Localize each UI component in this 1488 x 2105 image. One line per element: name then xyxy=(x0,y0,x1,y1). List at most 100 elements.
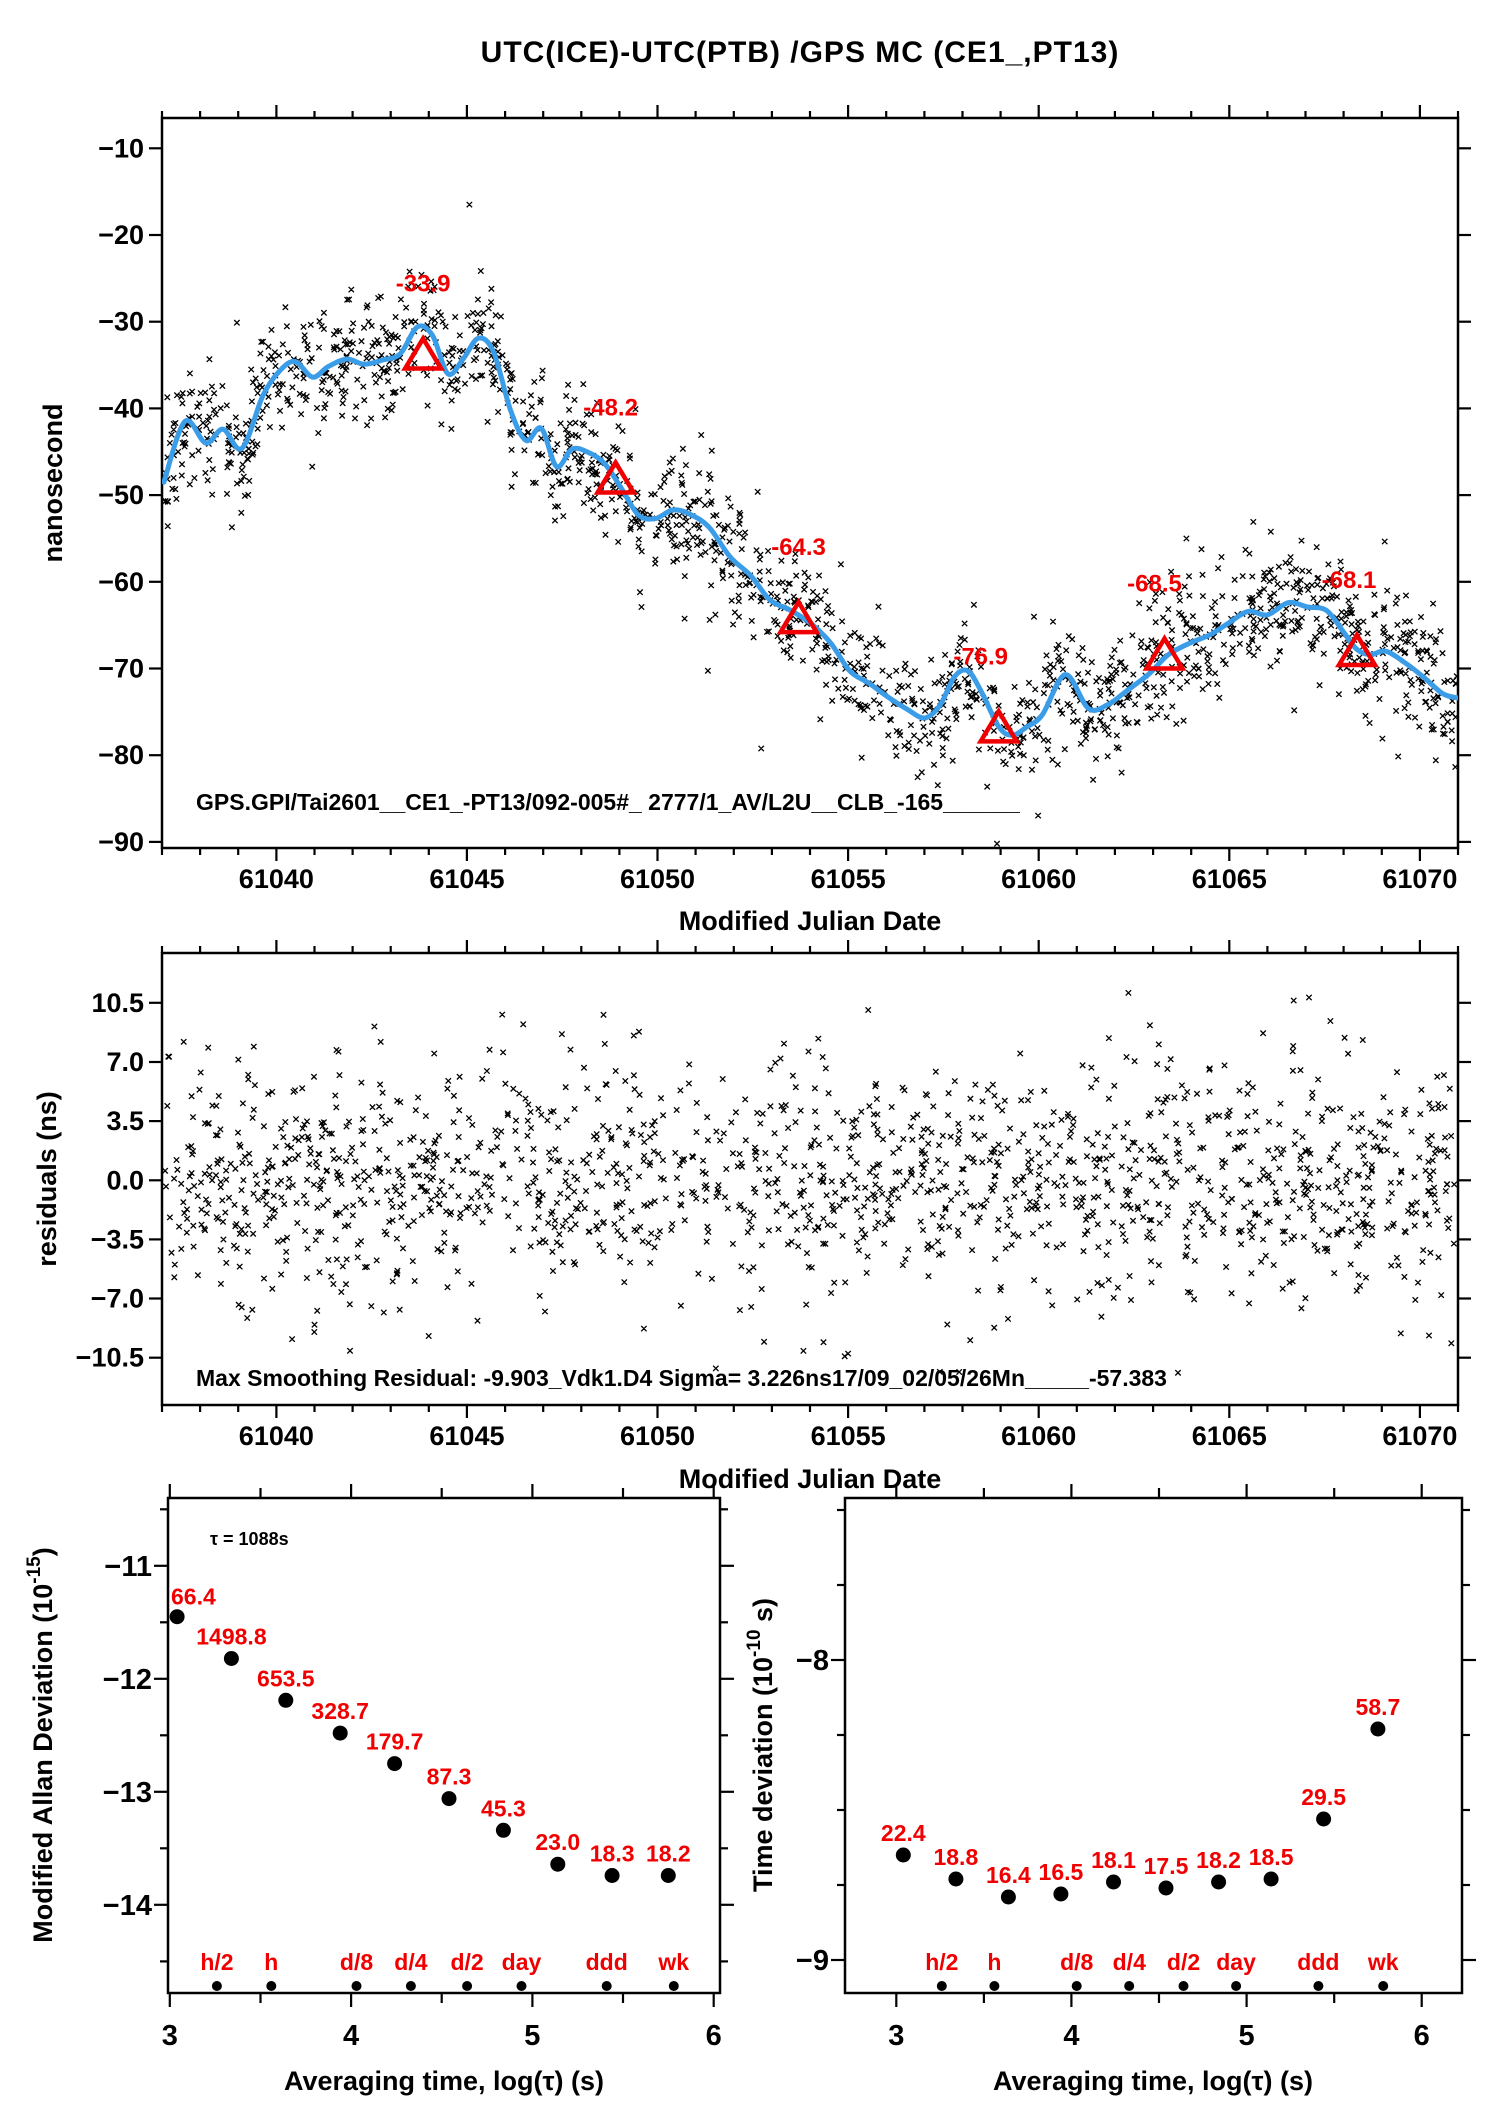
calibration-value-label: -64.3 xyxy=(771,534,826,561)
point-value-label: 45.3 xyxy=(481,1795,526,1821)
tau-unit-label: day xyxy=(502,1949,542,1975)
x-tick-label: 61050 xyxy=(620,864,695,894)
y-tick-label: −50 xyxy=(98,480,144,510)
tau-unit-label: wk xyxy=(1367,1949,1399,1975)
point-value-label: 16.4 xyxy=(986,1862,1031,1888)
tau-unit-label: d/4 xyxy=(394,1949,427,1975)
point-value-label: 328.7 xyxy=(311,1698,369,1724)
data-point xyxy=(332,1725,348,1741)
top-y-axis-title: nanosecond xyxy=(38,403,68,562)
y-tick-label: −11 xyxy=(104,1551,152,1583)
top-annotation: GPS.GPI/Tai2601__CE1_-PT13/092-005#_ 277… xyxy=(196,789,1020,815)
panel-residuals: 61040 61045 61050 61055 61060 61065 61070 10.5 7… xyxy=(32,940,1471,1494)
tau-marker-dot xyxy=(1313,1981,1324,1991)
residuals-y-axis-title: residuals (ns) xyxy=(32,1091,62,1267)
tau-marker-dot xyxy=(936,1981,947,1991)
axis-frame xyxy=(843,1496,1464,1995)
y-tick-label: 10.5 xyxy=(91,988,144,1018)
x-tick-label: 6 xyxy=(706,2020,722,2052)
x-tick-label: 61040 xyxy=(239,1421,314,1451)
tau-unit-label: day xyxy=(1216,1949,1256,1975)
tau-unit-label: d/2 xyxy=(450,1949,483,1975)
x-tick-label: 61060 xyxy=(1001,864,1076,894)
x-tick-label: 4 xyxy=(343,2020,359,2052)
calibration-triangle xyxy=(776,597,821,635)
calibration-triangle xyxy=(1142,634,1187,671)
tau-marker-dot xyxy=(516,1981,527,1991)
calibration-value-label: -68.5 xyxy=(1127,571,1182,598)
point-value-label: 1498.8 xyxy=(196,1623,267,1649)
point-value-label: 18.8 xyxy=(933,1844,978,1870)
tau-marker-dot xyxy=(989,1981,1000,1991)
point-value-label: 18.2 xyxy=(646,1840,691,1866)
calibration-value-label: -33.9 xyxy=(396,271,451,298)
point-value-label: 66.4 xyxy=(171,1584,216,1610)
point-value-label: 653.5 xyxy=(257,1665,315,1691)
tdev-x-axis-title: Averaging time, log(τ) (s) xyxy=(993,2066,1313,2096)
y-tick-label: −9 xyxy=(796,1945,829,1977)
data-point xyxy=(604,1868,620,1883)
y-tick-label: 3.5 xyxy=(106,1106,144,1136)
tau-marker-dot xyxy=(601,1981,612,1991)
smoothed-line xyxy=(162,323,1458,738)
data-point xyxy=(495,1822,511,1838)
data-point xyxy=(948,1871,964,1887)
point-value-label: 58.7 xyxy=(1356,1694,1401,1720)
y-tick-label: −30 xyxy=(98,307,144,337)
x-tick-label: 61065 xyxy=(1192,864,1267,894)
calibration-triangle xyxy=(1335,630,1379,668)
x-tick-label: 61045 xyxy=(429,1421,504,1451)
x-tick-label: 61065 xyxy=(1192,1421,1267,1451)
y-tick-label: −8 xyxy=(796,1645,829,1677)
tau-marker-dot xyxy=(1178,1981,1189,1991)
data-point xyxy=(387,1756,403,1772)
axis-frame xyxy=(166,1496,722,1995)
tdev-y-axis-title: Time deviation (10-10 s) xyxy=(744,1598,778,1892)
plot-title: UTC(ICE)-UTC(PTB) /GPS MC (CE1_,PT13) xyxy=(481,36,1120,69)
point-value-label: 87.3 xyxy=(427,1764,472,1790)
tau-unit-label: wk xyxy=(657,1949,689,1975)
y-tick-label: −12 xyxy=(103,1664,152,1696)
tau-marker-dot xyxy=(211,1981,222,1991)
tau-marker-dot xyxy=(1071,1981,1082,1991)
data-point xyxy=(660,1868,676,1883)
tau-marker-dot xyxy=(1378,1981,1389,1991)
point-value-label: 23.0 xyxy=(535,1829,580,1855)
data-point xyxy=(550,1856,566,1872)
x-tick-label: 61070 xyxy=(1382,864,1457,894)
x-tick-label: 61045 xyxy=(429,864,504,894)
x-tick-label: 4 xyxy=(1063,2020,1079,2052)
x-tick-label: 3 xyxy=(888,2020,904,2052)
calibration-triangle xyxy=(401,334,446,371)
calibration-triangle xyxy=(976,706,1021,744)
residuals-annotation: Max Smoothing Residual: -9.903_Vdk1.D4 S… xyxy=(196,1365,1167,1391)
tau-marker-dot xyxy=(1231,1981,1242,1991)
data-point xyxy=(895,1847,911,1863)
x-tick-label: 5 xyxy=(1239,2020,1255,2052)
tau-unit-label: ddd xyxy=(1297,1949,1339,1975)
calibration-value-label: -48.2 xyxy=(583,395,638,422)
x-tick-label: 61050 xyxy=(620,1421,695,1451)
residuals-x-axis-title: Modified Julian Date xyxy=(679,1464,942,1494)
x-tick-label: 61040 xyxy=(239,864,314,894)
panel-time-deviation: 3 4 5 6 −8 −9 h/2 h d/8 d/4 d/2 day ddd wk 22.4 18.8 16.… xyxy=(744,1484,1476,2096)
point-value-label: 18.3 xyxy=(590,1840,635,1866)
y-tick-label: −20 xyxy=(98,220,144,250)
scatter-points xyxy=(162,201,1458,847)
data-point xyxy=(1211,1874,1227,1890)
tau-unit-label: d/4 xyxy=(1113,1949,1146,1975)
point-value-label: 18.1 xyxy=(1091,1847,1136,1873)
point-value-label: 16.5 xyxy=(1039,1859,1084,1885)
top-x-axis-title: Modified Julian Date xyxy=(679,906,942,936)
mdev-x-axis-title: Averaging time, log(τ) (s) xyxy=(284,2066,604,2096)
y-tick-label: −14 xyxy=(103,1890,152,1922)
point-value-label: 22.4 xyxy=(881,1820,926,1846)
data-point xyxy=(1053,1886,1069,1902)
x-tick-label: 61055 xyxy=(811,864,886,894)
data-point xyxy=(1000,1889,1016,1905)
data-point xyxy=(1370,1721,1386,1737)
x-tick-label: 61060 xyxy=(1001,1421,1076,1451)
tau-marker-dot xyxy=(351,1981,362,1991)
y-tick-label: −7.0 xyxy=(91,1284,144,1314)
tau-annotation: τ = 1088s xyxy=(210,1529,289,1549)
